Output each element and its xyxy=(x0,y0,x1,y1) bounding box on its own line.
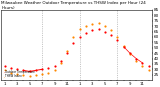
Point xyxy=(91,30,94,31)
Point xyxy=(60,62,62,64)
Point xyxy=(66,52,68,54)
Point xyxy=(28,71,31,72)
Point xyxy=(85,32,87,33)
Point xyxy=(35,70,37,71)
Point xyxy=(41,73,43,74)
Point xyxy=(16,69,18,70)
Point xyxy=(110,34,112,35)
Point xyxy=(16,73,18,74)
Point xyxy=(53,65,56,67)
Point xyxy=(122,46,125,47)
Point xyxy=(141,65,144,67)
Point xyxy=(41,69,43,70)
Point xyxy=(129,52,131,54)
Point xyxy=(104,31,106,32)
Point xyxy=(3,70,6,71)
Point xyxy=(60,60,62,61)
Point xyxy=(116,36,119,38)
Point xyxy=(129,54,131,55)
Point xyxy=(91,23,94,25)
Point xyxy=(28,75,31,76)
Point xyxy=(47,72,50,73)
Point xyxy=(72,36,75,38)
Point xyxy=(85,25,87,27)
Point xyxy=(9,72,12,73)
Text: Milwaukee Weather Outdoor Temperature vs THSW Index per Hour (24 Hours): Milwaukee Weather Outdoor Temperature vs… xyxy=(1,1,146,10)
Point xyxy=(78,29,81,30)
Point xyxy=(104,25,106,27)
Point xyxy=(141,62,144,64)
Point xyxy=(135,60,137,61)
Point xyxy=(47,68,50,69)
Point xyxy=(9,68,12,69)
Point xyxy=(110,30,112,31)
Point xyxy=(72,43,75,44)
Legend: Outdoor Temperature, THSW Index: Outdoor Temperature, THSW Index xyxy=(3,70,35,79)
Point xyxy=(147,70,150,71)
Point xyxy=(22,70,25,71)
Point xyxy=(3,65,6,67)
Point xyxy=(35,74,37,75)
Point xyxy=(78,36,81,38)
Point xyxy=(122,45,125,46)
Point xyxy=(22,74,25,75)
Point xyxy=(135,58,137,59)
Point xyxy=(97,22,100,24)
Point xyxy=(66,50,68,52)
Point xyxy=(97,29,100,30)
Point xyxy=(147,65,150,67)
Point xyxy=(116,39,119,41)
Point xyxy=(53,70,56,71)
